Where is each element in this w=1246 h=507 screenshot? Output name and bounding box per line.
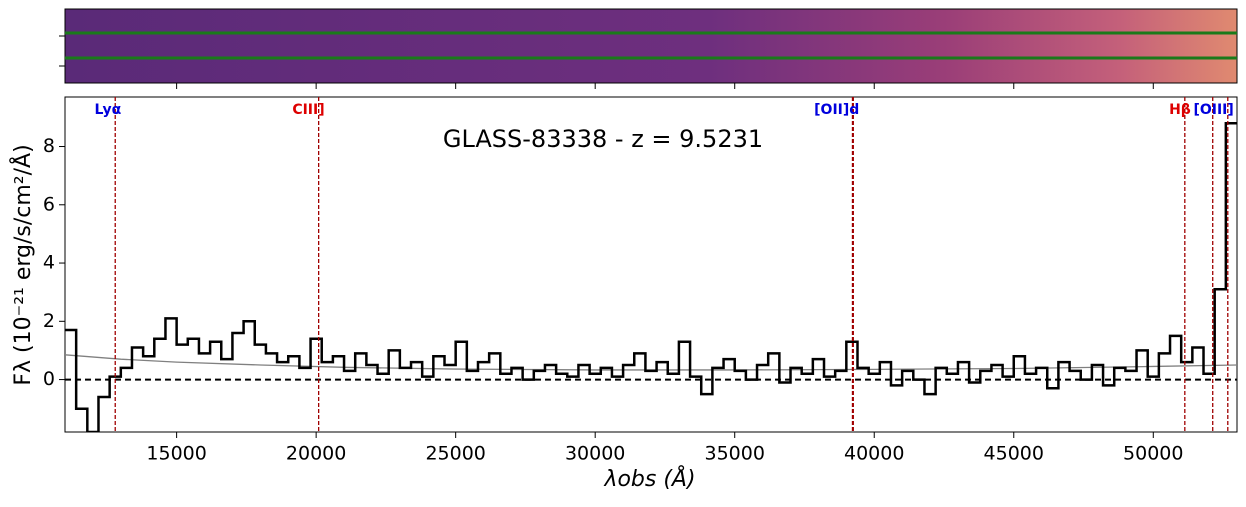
spectrum-2d-image [64,8,1238,84]
y-tick-label: 2 [43,310,55,332]
y-axis-label: Fλ (10⁻²¹ erg/s/cm²/Å) [9,144,36,385]
x-tick-label: 35000 [704,443,764,465]
y-tick-label: 0 [43,368,55,390]
spectrum-line [65,121,1237,432]
x-tick-label: 20000 [286,443,346,465]
y-tick-label: 8 [43,135,55,157]
line-label: CIII] [292,102,324,118]
x-tick-label: 25000 [425,443,485,465]
line-label: [OII]d [814,102,859,118]
line-label: Hβ [1169,102,1191,118]
line-label: Lyα [95,102,122,118]
x-tick-label: 15000 [146,443,206,465]
x-axis-label: λobs (Å) [603,465,695,492]
y-tick-label: 4 [43,252,55,274]
plot-frame [64,96,1238,433]
chart-title: GLASS-83338 - z = 9.5231 [443,125,763,153]
line-label: [OIII] [1193,102,1233,118]
x-tick-label: 30000 [565,443,625,465]
y-tick-label: 6 [43,193,55,215]
spectrum-2d [59,8,1238,84]
x-tick-label: 50000 [1123,443,1183,465]
x-tick-label: 45000 [984,443,1044,465]
x-tick-label: 40000 [844,443,904,465]
